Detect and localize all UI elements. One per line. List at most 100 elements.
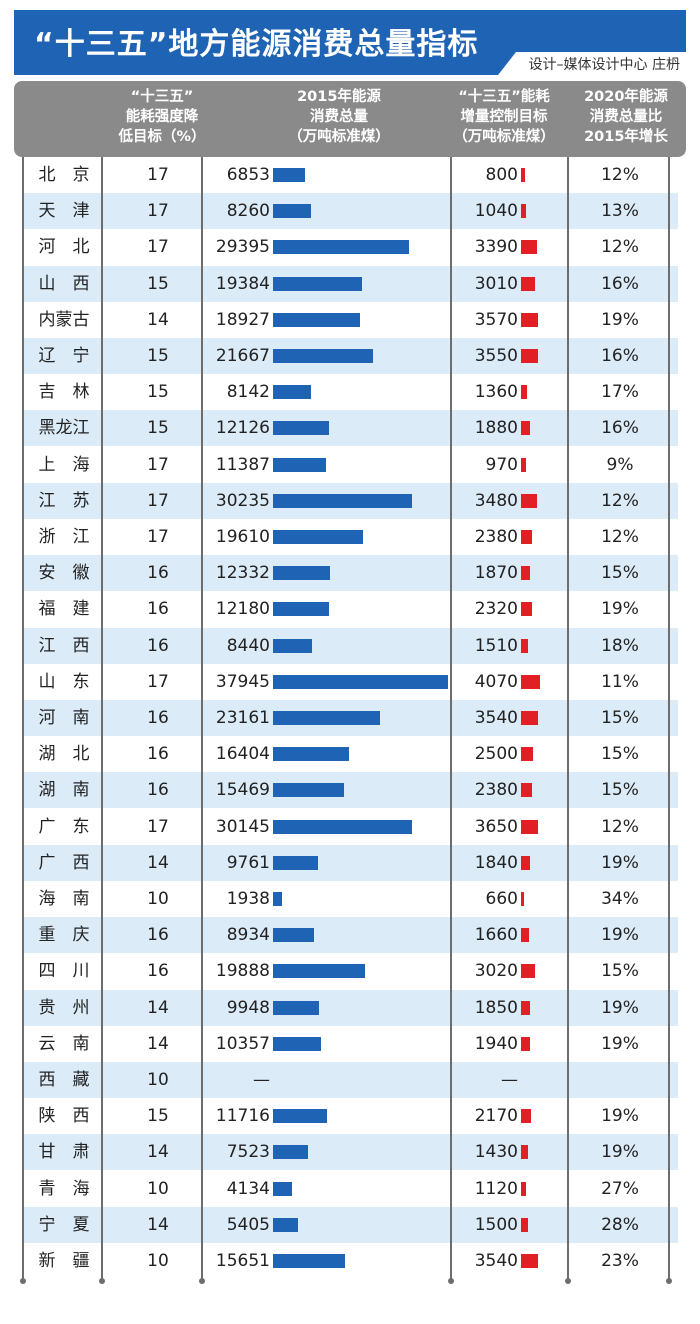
province-name: 江 苏	[38, 490, 90, 511]
province-name: 山 西	[38, 273, 90, 294]
province-name: 甘 肃	[38, 1142, 90, 1163]
increase-bar	[521, 421, 530, 436]
increase-bar	[521, 892, 525, 906]
increase-target-value: 1870	[474, 563, 518, 584]
header-growth-line: 2020年能源	[584, 89, 668, 105]
energy-bar	[273, 892, 282, 906]
energy-bar	[273, 964, 365, 979]
energy-bar	[273, 819, 412, 834]
increase-target-value: 3480	[474, 490, 518, 511]
increase-target-value: 4070	[474, 671, 518, 692]
province-name: 黑龙江	[38, 418, 90, 439]
province-name: 上 海	[38, 454, 90, 475]
increase-target-value: 1660	[474, 925, 518, 946]
growth-rate: 11%	[601, 671, 639, 692]
intensity-target: 16	[147, 599, 169, 620]
growth-rate: 12%	[601, 237, 639, 258]
province-name: 贵 州	[38, 997, 90, 1018]
divider-end-dot	[199, 1278, 205, 1284]
header-energy: 2015年能源 消费总量 （万吨标准煤）	[254, 87, 424, 147]
growth-rate: 12%	[601, 816, 639, 837]
growth-rate: 15%	[601, 708, 639, 728]
table-row: 江 苏 17 30235 3480 12%	[22, 482, 678, 519]
growth-rate: 19%	[601, 1033, 639, 1054]
header-increase: “十三五”能耗 增量控制目标 （万吨标准煤）	[442, 87, 566, 147]
increase-target-value: 660	[485, 889, 518, 909]
increase-bar	[521, 493, 538, 508]
increase-bar	[521, 204, 526, 219]
growth-rate: 19%	[601, 309, 639, 330]
intensity-target: 14	[147, 309, 169, 330]
increase-bar	[521, 1254, 538, 1268]
energy-bar	[273, 421, 329, 436]
energy-total-value: 21667	[215, 346, 270, 366]
increase-bar	[521, 747, 533, 762]
province-name: 陕 西	[38, 1106, 90, 1127]
growth-rate: 34%	[601, 889, 639, 909]
increase-target-value: 3540	[474, 1251, 518, 1271]
increase-target-value: 1940	[474, 1033, 518, 1054]
province-name: 海 南	[38, 889, 90, 909]
growth-rate: 16%	[601, 418, 639, 439]
increase-target-value: 2380	[474, 780, 518, 801]
growth-rate: 15%	[601, 961, 639, 982]
energy-bar	[273, 493, 413, 508]
energy-total-value: 18927	[215, 309, 270, 330]
table-row: 海 南 10 1938 660 34%	[22, 881, 678, 917]
intensity-target: 14	[147, 1142, 169, 1163]
energy-bar	[273, 276, 363, 291]
energy-bar	[273, 674, 448, 689]
increase-bar	[521, 1181, 527, 1196]
increase-target-value: 1510	[474, 635, 518, 656]
growth-rate: 23%	[601, 1251, 639, 1271]
intensity-target: 15	[147, 273, 169, 294]
table-row: 重 庆 16 8934 1660 19%	[22, 917, 678, 954]
energy-total-value: 8934	[226, 925, 270, 946]
increase-target-value: —	[501, 1070, 518, 1090]
energy-bar	[273, 168, 305, 182]
intensity-target: 17	[147, 490, 169, 511]
design-credit: 设计–媒体设计中心 庄枬	[528, 57, 680, 73]
intensity-target: 10	[147, 1070, 169, 1090]
header-target-line: 能耗强度降	[125, 109, 199, 125]
header-energy-line: 消费总量	[310, 109, 368, 125]
intensity-target: 17	[147, 237, 169, 258]
intensity-target: 16	[147, 780, 169, 801]
increase-target-value: 3570	[474, 309, 518, 330]
growth-rate: 19%	[601, 1142, 639, 1163]
energy-bar	[273, 385, 311, 400]
province-name: 广 西	[38, 852, 90, 873]
intensity-target: 17	[147, 527, 169, 547]
energy-total-value: 6853	[226, 165, 270, 185]
intensity-target: 17	[147, 454, 169, 475]
intensity-target: 16	[147, 744, 169, 765]
province-name: 山 东	[38, 671, 90, 692]
province-name: 福 建	[38, 599, 90, 620]
increase-target-value: 3540	[474, 708, 518, 728]
intensity-target: 15	[147, 346, 169, 366]
energy-total-value: 1938	[226, 889, 270, 909]
table-row: 福 建 16 12180 2320 19%	[22, 591, 678, 627]
growth-rate: 19%	[601, 852, 639, 873]
increase-target-value: 1500	[474, 1214, 518, 1235]
growth-rate: 16%	[601, 273, 639, 294]
table-row: 山 东 17 37945 4070 11%	[22, 664, 678, 700]
province-name: 广 东	[38, 816, 90, 837]
table-row: 河 南 16 23161 3540 15%	[22, 700, 678, 736]
table-row: 浙 江 17 19610 2380 12%	[22, 519, 678, 555]
table-row: 吉 林 15 8142 1360 17%	[22, 374, 678, 410]
increase-target-value: 2500	[474, 744, 518, 765]
growth-rate: 9%	[606, 454, 634, 475]
column-divider	[666, 157, 672, 1284]
growth-rate: 12%	[601, 527, 639, 547]
growth-rate: 17%	[601, 382, 639, 403]
intensity-target: 17	[147, 165, 169, 185]
table-row: 广 东 17 30145 3650 12%	[22, 809, 678, 845]
province-name: 辽 宁	[38, 346, 90, 366]
increase-bar	[521, 385, 528, 400]
energy-total-value: 12332	[215, 563, 270, 584]
province-name: 江 西	[38, 635, 90, 656]
intensity-target: 10	[147, 889, 169, 909]
province-name: 北 京	[38, 165, 90, 185]
province-name: 四 川	[38, 961, 90, 982]
